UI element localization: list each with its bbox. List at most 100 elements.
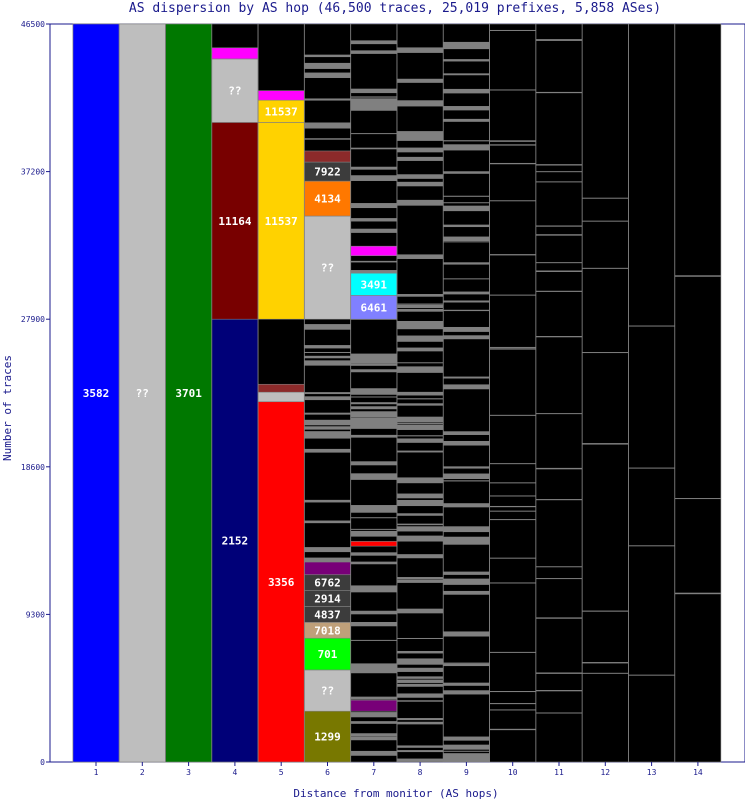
- other-as-stripe: [350, 712, 397, 718]
- segment-label: 3582: [83, 387, 110, 400]
- other-as-stripe: [536, 336, 582, 338]
- x-tick-label: 5: [279, 768, 284, 777]
- other-as-stripe: [304, 355, 351, 359]
- other-as-stripe: [304, 138, 351, 140]
- other-as-stripe: [443, 236, 490, 242]
- x-axis: 1 2 3 4 5 6 7 8 9 10 11 12 13 14: [94, 762, 703, 777]
- segment-hop3-2: [165, 23, 212, 763]
- other-as-stripe: [397, 700, 444, 702]
- other-as-stripe: [350, 506, 397, 513]
- other-as-stripe: [304, 396, 351, 401]
- other-as-stripe: [397, 696, 444, 698]
- other-as-stripe: [350, 353, 397, 360]
- other-as-stripe: [304, 412, 351, 415]
- other-as-stripe: [397, 335, 444, 342]
- other-as-stripe: [582, 662, 629, 664]
- other-as-stripe: [443, 202, 490, 204]
- other-as-stripe: [582, 352, 629, 354]
- other-as-stripe: [350, 166, 397, 170]
- other-as-stripe: [536, 164, 582, 166]
- other-as-stripe: [443, 195, 490, 197]
- x-tick-label: 3: [186, 768, 191, 777]
- other-as-stripe: [536, 566, 582, 568]
- other-as-stripe: [536, 499, 582, 501]
- other-as-stripe: [443, 480, 490, 482]
- other-as-stripe: [582, 610, 629, 612]
- hop-column-10: [489, 23, 537, 763]
- other-as-stripe: [489, 728, 536, 731]
- x-tick-label: 10: [508, 768, 518, 777]
- other-as-stripe: [489, 557, 536, 559]
- other-as-stripe: [350, 750, 397, 756]
- other-as-stripe: [350, 473, 397, 475]
- x-tick-label: 11: [554, 768, 564, 777]
- other-as-stripe: [397, 199, 444, 206]
- other-as-stripe: [350, 260, 397, 263]
- other-as-stripe: [397, 324, 444, 330]
- other-as-stripe: [443, 736, 490, 741]
- other-as-stripe: [397, 679, 444, 683]
- x-tick-label: 2: [140, 768, 145, 777]
- other-as-stripe: [397, 174, 444, 179]
- other-as-stripe: [489, 140, 536, 142]
- other-as-stripe: [489, 294, 536, 296]
- other-as-stripe: [489, 29, 536, 31]
- other-as-stripe: [443, 682, 490, 686]
- other-as-stripe: [582, 443, 629, 445]
- other-as-stripe: [350, 402, 397, 405]
- other-as-stripe: [304, 122, 351, 129]
- other-as-stripe: [350, 147, 397, 150]
- other-as-stripe: [304, 432, 351, 439]
- other-as-stripe: [397, 103, 444, 107]
- other-as-stripe: [397, 718, 444, 721]
- other-as-stripe: [443, 758, 490, 762]
- other-as-stripe: [397, 450, 444, 453]
- other-as-stripe: [397, 320, 444, 323]
- other-as-stripe: [350, 733, 397, 737]
- other-as-stripe: [489, 505, 536, 508]
- other-as-stripe: [443, 309, 490, 312]
- other-as-stripe: [443, 431, 490, 435]
- other-as-stripe: [397, 422, 444, 424]
- other-as-stripe: [397, 513, 444, 516]
- other-as-stripe: [397, 477, 444, 484]
- other-as-stripe: [443, 441, 490, 446]
- other-as-stripe: [443, 580, 490, 585]
- other-as-stripe: [350, 363, 397, 366]
- segment-hop4-6: [211, 47, 259, 60]
- other-as-stripe: [443, 591, 490, 593]
- other-as-stripe: [350, 461, 397, 464]
- other-as-stripe: [628, 325, 675, 327]
- other-as-stripe: [443, 171, 490, 174]
- other-as-stripe: [350, 175, 397, 181]
- other-as-stripe: [443, 384, 490, 390]
- other-as-stripe: [304, 351, 351, 353]
- other-as-stripe: [443, 503, 490, 508]
- y-tick-label: 9300: [26, 610, 45, 619]
- other-as-stripe: [443, 536, 490, 540]
- other-as-stripe: [397, 416, 444, 423]
- segment-label: 7018: [314, 624, 341, 637]
- segment-label: 3491: [361, 278, 388, 291]
- other-as-stripe: [350, 106, 397, 111]
- segment-hop7-29: [350, 245, 398, 257]
- x-tick-label: 14: [693, 768, 703, 777]
- segment-hop4-5: [211, 58, 259, 123]
- y-axis-label: Number of traces: [1, 355, 14, 461]
- segment-label: 4837: [314, 608, 341, 621]
- other-as-stripe: [304, 54, 351, 58]
- y-tick-label: 18600: [21, 463, 45, 472]
- segment-hop1-0: [72, 23, 120, 763]
- other-as-stripe: [536, 270, 582, 272]
- other-as-stripe: [350, 228, 397, 233]
- segment-hop7-25: [350, 699, 398, 712]
- other-as-stripe: [397, 660, 444, 665]
- other-as-stripe: [443, 140, 490, 142]
- segment-label: 2914: [314, 593, 341, 606]
- other-as-stripe: [350, 736, 397, 741]
- other-as-stripe: [443, 473, 490, 480]
- other-as-stripe: [397, 758, 444, 762]
- other-as-stripe: [350, 505, 397, 508]
- other-as-stripe: [582, 197, 629, 199]
